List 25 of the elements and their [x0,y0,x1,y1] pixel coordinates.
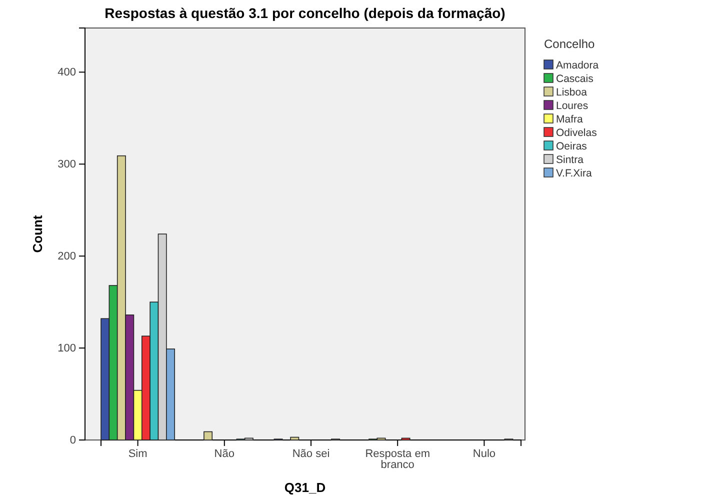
bar [204,431,213,440]
x-tick-label: Nulo [472,448,496,460]
y-tick-label: 200 [58,250,76,263]
legend-label: Cascais [556,73,594,85]
legend-label: Odivelas [556,127,597,139]
legend-label: Lisboa [556,86,588,98]
legend-label: Sintra [556,154,584,166]
y-tick-label: 300 [58,158,76,171]
y-tick-label: 400 [58,66,76,79]
x-tick-label: Resposta em branco [365,448,430,471]
x-tick-label: Não [214,448,234,460]
legend-title: Concelho [544,37,596,51]
chart-title: Respostas à questão 3.1 por concelho (depois da formação) [104,5,506,21]
legend-label: V.F.Xira [556,168,592,180]
x-tick-label: Sim [128,448,148,460]
x-axis-title: Q31_D [284,480,326,495]
y-axis-title: Count [30,214,45,253]
legend-label: Mafra [556,114,583,126]
x-tick-label: Não sei [292,448,330,460]
y-tick-label: 100 [58,342,76,355]
y-tick-label: 0 [70,434,76,447]
legend-label: Amadora [556,60,599,72]
bar [290,436,300,440]
legend-label: Loures [556,100,588,112]
legend-label: Oeiras [556,140,587,152]
